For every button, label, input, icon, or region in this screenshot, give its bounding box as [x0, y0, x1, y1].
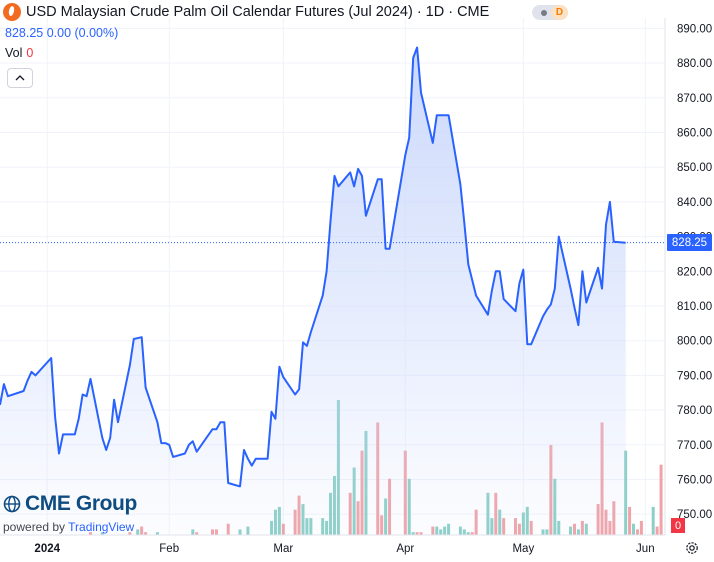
market-status-toggle[interactable]: D — [532, 5, 568, 20]
logo-icon — [3, 3, 21, 21]
y-tick-label: 780.00 — [677, 405, 712, 417]
volume-bar — [632, 523, 636, 535]
x-tick-label: 2024 — [34, 543, 60, 555]
toggle-switch-icon — [541, 9, 547, 16]
volume-bar — [639, 520, 643, 535]
tradingview-link[interactable]: TradingView — [68, 520, 135, 534]
volume-legend-label: Vol — [5, 46, 23, 60]
interval-label[interactable]: 1D — [425, 4, 445, 20]
y-tick-label: 860.00 — [677, 128, 712, 140]
watermark[interactable]: CME Group powered by TradingView — [3, 492, 137, 534]
volume-bar — [659, 464, 663, 535]
volume-bar — [635, 529, 639, 535]
cme-group-logo[interactable]: CME Group — [3, 492, 137, 516]
x-tick-label: Feb — [159, 543, 179, 555]
y-tick-label: 820.00 — [677, 266, 712, 278]
symbol-title[interactable]: USD Malaysian Crude Palm Oil Calendar Fu… — [26, 4, 489, 20]
y-tick-label: 810.00 — [677, 301, 712, 313]
y-tick-label: 750.00 — [677, 509, 712, 521]
time-axis: 2024 Feb Mar Apr May Jun — [34, 543, 654, 555]
volume-bar — [628, 506, 632, 535]
y-tick-label: 800.00 — [677, 336, 712, 348]
powered-by[interactable]: powered by TradingView — [3, 520, 137, 534]
cme-brand-text: CME Group — [25, 492, 137, 515]
symbol-name[interactable]: USD Malaysian Crude Palm Oil Calendar Fu… — [26, 4, 413, 20]
price-legend: 828.25 0.00 (0.00%) — [5, 26, 119, 40]
chart-header: USD Malaysian Crude Palm Oil Calendar Fu… — [0, 0, 489, 24]
cme-globe-icon — [3, 495, 21, 513]
volume-legend-value: 0 — [26, 46, 34, 60]
y-tick-label: 790.00 — [677, 370, 712, 382]
settings-gear-icon[interactable] — [685, 541, 699, 555]
collapse-legend-button[interactable] — [7, 68, 33, 88]
volume-legend: Vol 0 — [5, 46, 33, 60]
last-volume-label: 0 — [671, 518, 685, 533]
y-tick-label: 890.00 — [677, 23, 712, 35]
exchange-label: CME — [457, 4, 490, 20]
powered-by-prefix: powered by — [3, 520, 66, 534]
y-tick-label: 840.00 — [677, 197, 712, 209]
y-tick-label: 760.00 — [677, 474, 712, 486]
chevron-up-icon — [15, 75, 25, 81]
title-separator: · — [416, 4, 422, 20]
x-tick-label: Jun — [636, 543, 655, 555]
volume-bar — [651, 506, 655, 535]
volume-bar — [655, 526, 659, 535]
title-separator: · — [448, 4, 454, 20]
delayed-badge[interactable]: D — [551, 5, 568, 20]
price-area-fill — [0, 47, 626, 535]
price-line — [0, 46, 626, 488]
y-tick-label: 770.00 — [677, 440, 712, 452]
x-tick-label: Mar — [273, 543, 293, 555]
y-tick-label: 850.00 — [677, 162, 712, 174]
price-axis: 890.00880.00870.00860.00850.00840.00830.… — [677, 23, 712, 521]
last-price-label: 828.25 — [667, 234, 712, 252]
y-tick-label: 880.00 — [677, 58, 712, 70]
x-tick-label: May — [512, 543, 534, 555]
x-tick-label: Apr — [396, 543, 414, 555]
y-tick-label: 870.00 — [677, 93, 712, 105]
